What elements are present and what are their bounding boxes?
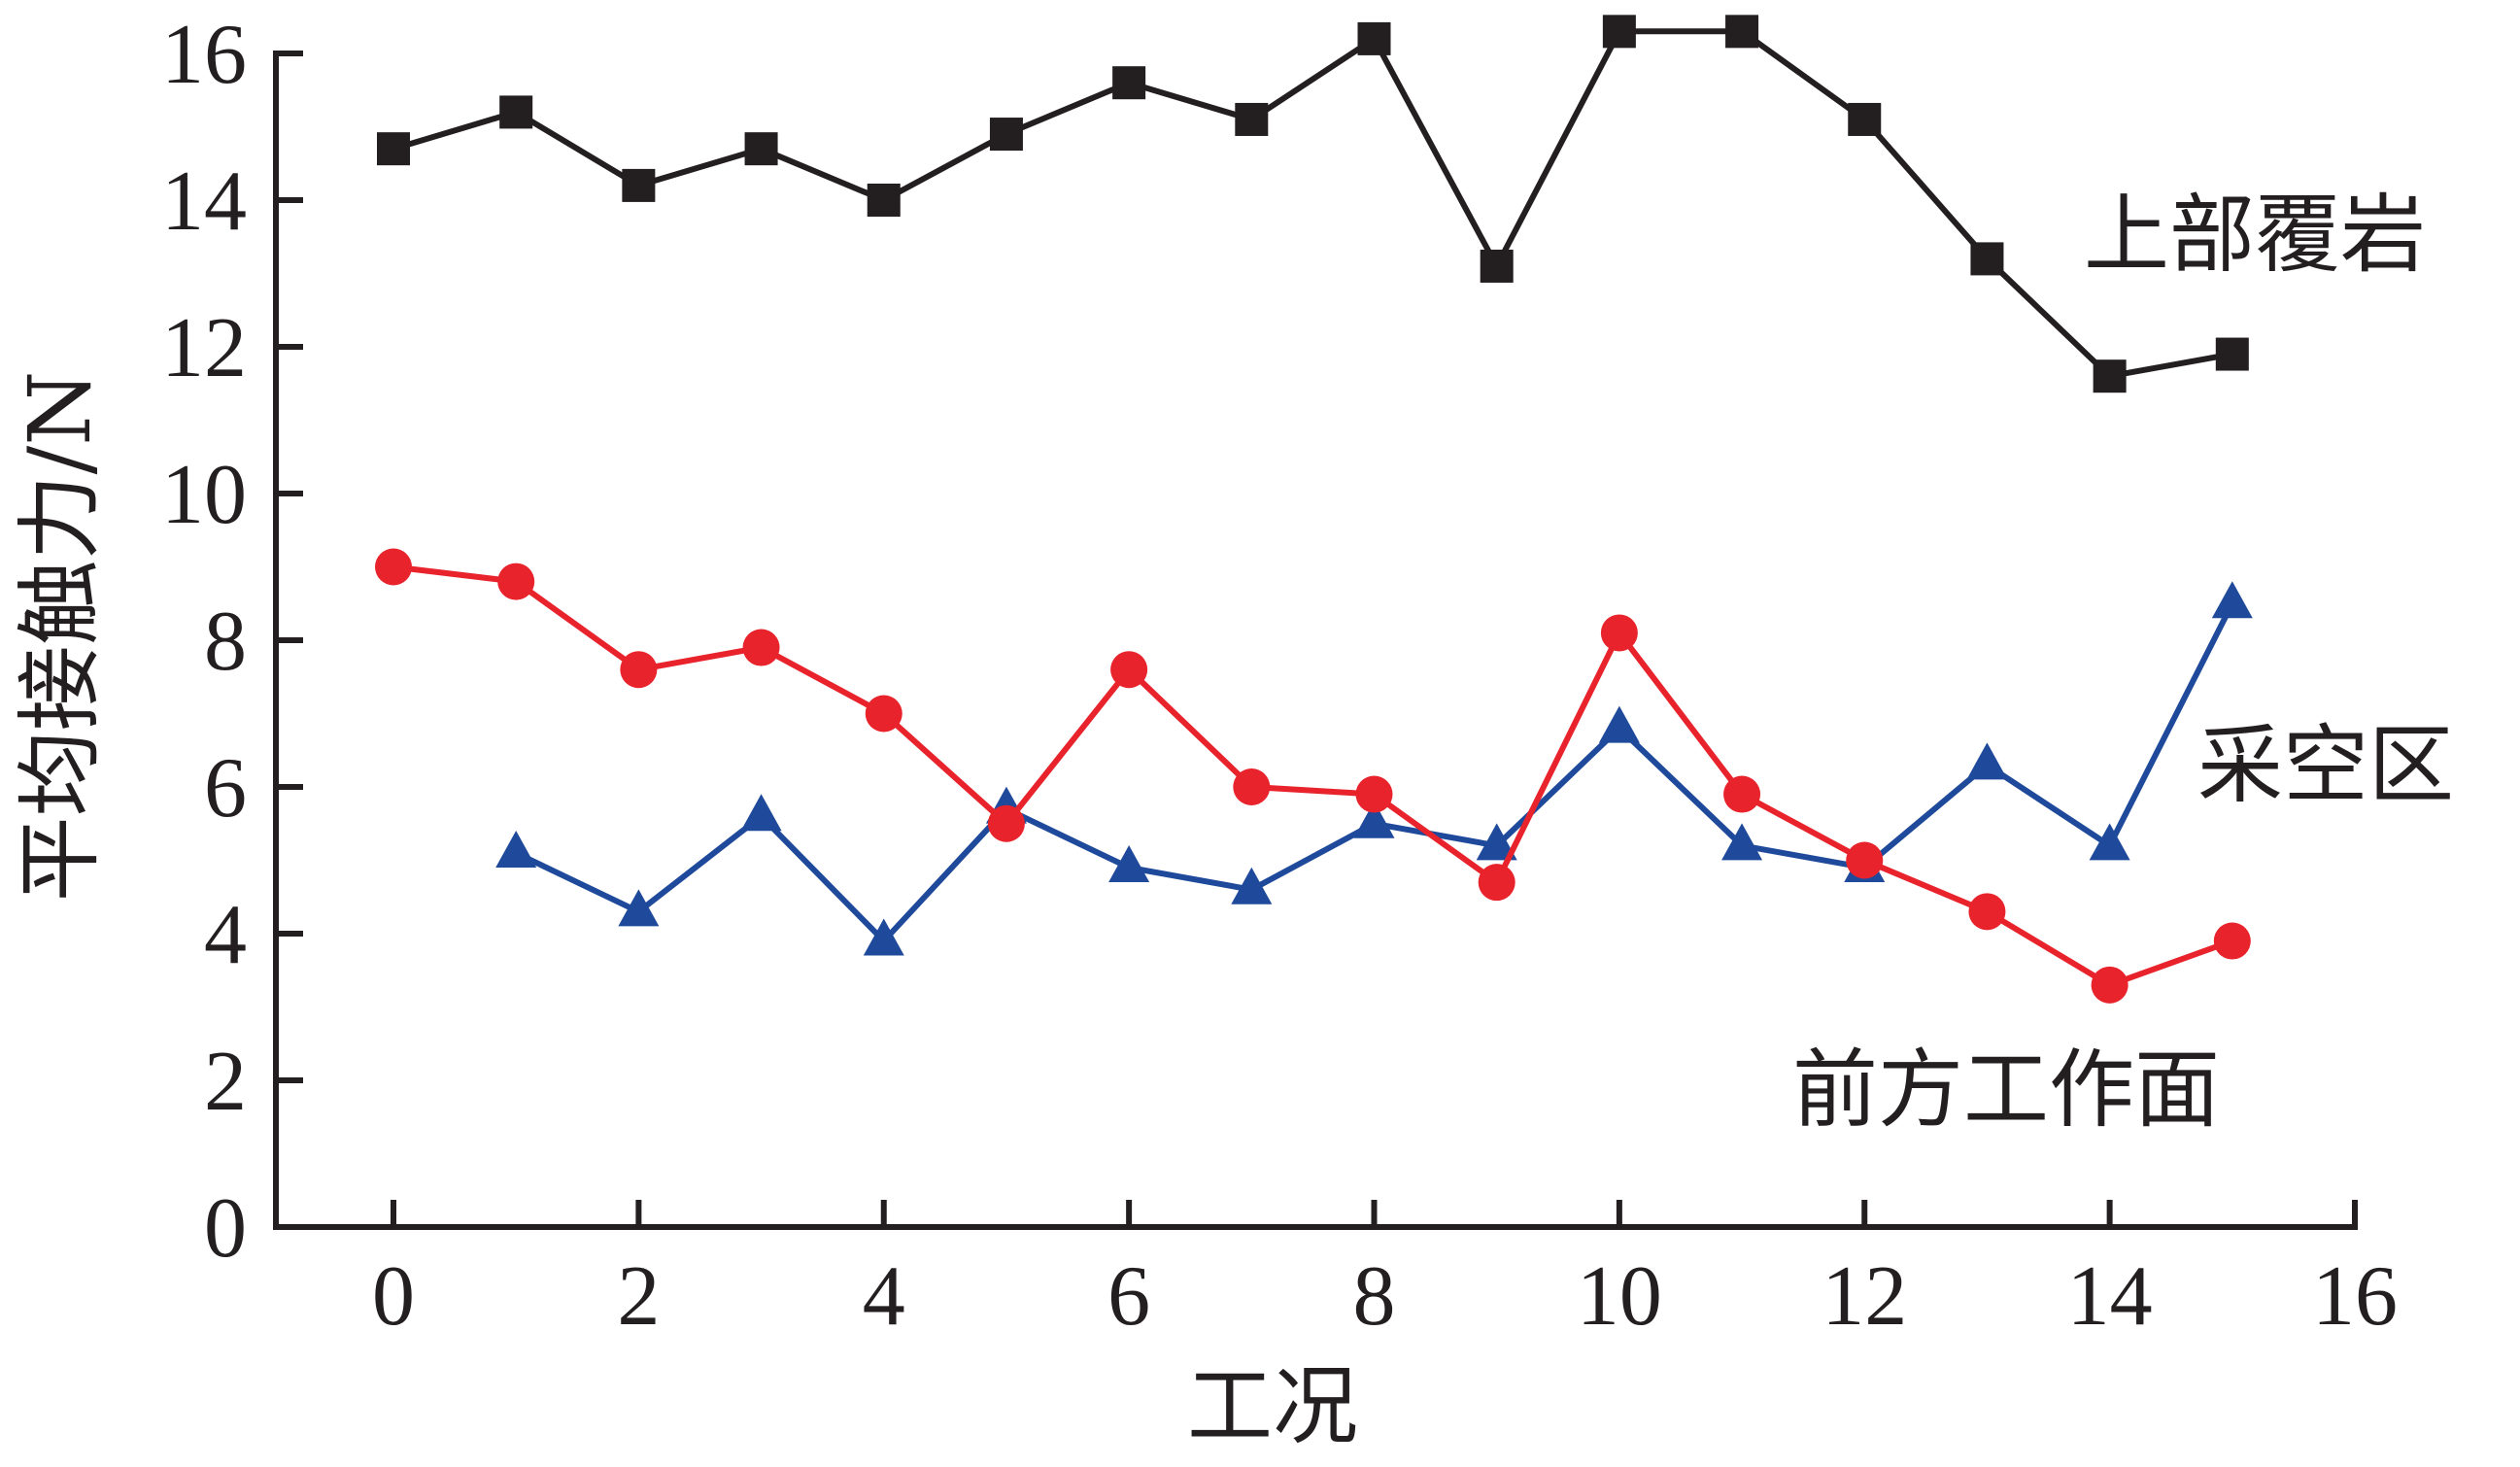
- y-tick-label: 0: [204, 1181, 247, 1276]
- circle-marker: [1233, 768, 1271, 805]
- x-tick-label: 14: [2067, 1249, 2153, 1344]
- circle-marker: [1110, 651, 1148, 689]
- square-marker: [867, 184, 901, 217]
- triangle-marker: [1966, 742, 2008, 780]
- square-marker: [377, 132, 410, 166]
- x-ticks: 0 2 4 6 8 10 12 14 16: [372, 1200, 2398, 1344]
- triangle-marker: [2089, 823, 2130, 861]
- square-marker: [744, 132, 778, 166]
- y-axis-title: 平均接触力/N: [10, 371, 110, 903]
- square-marker: [2093, 359, 2127, 393]
- series-label-working-face: 前方工作面: [1792, 1040, 2220, 1140]
- series-group: [375, 15, 2253, 1004]
- y-tick-label: 12: [161, 301, 247, 395]
- circle-marker: [2091, 966, 2128, 1004]
- circle-marker: [987, 804, 1025, 842]
- x-tick-label: 16: [2312, 1249, 2398, 1344]
- circle-marker: [2213, 922, 2251, 960]
- y-tick-label: 8: [204, 595, 247, 689]
- y-ticks: 0 2 4 6 8 10 12 14 16: [161, 8, 303, 1276]
- circle-marker: [742, 629, 780, 666]
- triangle-marker: [863, 918, 904, 956]
- y-tick-label: 6: [204, 741, 247, 836]
- x-tick-label: 10: [1577, 1249, 1662, 1344]
- y-tick-label: 4: [204, 888, 247, 982]
- square-marker: [1725, 15, 1759, 49]
- triangle-marker: [740, 794, 782, 832]
- triangle-marker: [1476, 823, 1517, 861]
- series-label-overburden: 上部覆岩: [2084, 185, 2426, 285]
- y-tick-label: 2: [204, 1035, 247, 1129]
- x-tick-label: 6: [1107, 1249, 1150, 1344]
- y-tick-label: 16: [161, 8, 247, 102]
- triangle-marker: [1598, 705, 1640, 743]
- square-marker: [1602, 15, 1636, 49]
- series-line: [391, 563, 2235, 988]
- series-label-goaf: 采空区: [2197, 715, 2454, 815]
- x-tick-label: 4: [863, 1249, 905, 1344]
- series-2: [375, 548, 2251, 1004]
- series-line: [391, 28, 2235, 380]
- square-marker: [2215, 337, 2249, 371]
- circle-marker: [865, 695, 902, 733]
- circle-marker: [1600, 614, 1638, 652]
- circle-marker: [1968, 893, 2006, 931]
- circle-marker: [497, 563, 535, 600]
- triangle-marker: [1721, 823, 1763, 861]
- circle-marker: [1846, 841, 1884, 879]
- square-marker: [1112, 66, 1146, 100]
- circle-marker: [620, 651, 658, 689]
- triangle-marker: [2211, 581, 2253, 619]
- y-tick-label: 10: [161, 448, 247, 542]
- square-marker: [1480, 249, 1514, 283]
- series-1: [495, 581, 2253, 956]
- x-tick-label: 8: [1353, 1249, 1396, 1344]
- x-tick-label: 2: [617, 1249, 660, 1344]
- circle-marker: [375, 548, 412, 586]
- triangle-marker: [618, 889, 660, 927]
- x-axis-title: 工况: [1187, 1356, 1358, 1456]
- circle-marker: [1723, 775, 1761, 813]
- triangle-marker: [1353, 801, 1395, 838]
- square-marker: [989, 118, 1023, 152]
- square-marker: [1848, 102, 1882, 136]
- triangle-marker: [1231, 867, 1273, 904]
- square-marker: [622, 168, 656, 202]
- triangle-marker: [1108, 845, 1150, 883]
- circle-marker: [1355, 775, 1393, 813]
- x-tick-label: 12: [1822, 1249, 1907, 1344]
- x-tick-label: 0: [372, 1249, 415, 1344]
- square-marker: [1970, 242, 2004, 276]
- square-marker: [499, 95, 533, 129]
- series-0: [377, 15, 2249, 393]
- square-marker: [1357, 21, 1391, 55]
- y-tick-label: 14: [161, 154, 247, 249]
- square-marker: [1235, 102, 1269, 136]
- circle-marker: [1478, 864, 1515, 902]
- triangle-marker: [495, 830, 537, 868]
